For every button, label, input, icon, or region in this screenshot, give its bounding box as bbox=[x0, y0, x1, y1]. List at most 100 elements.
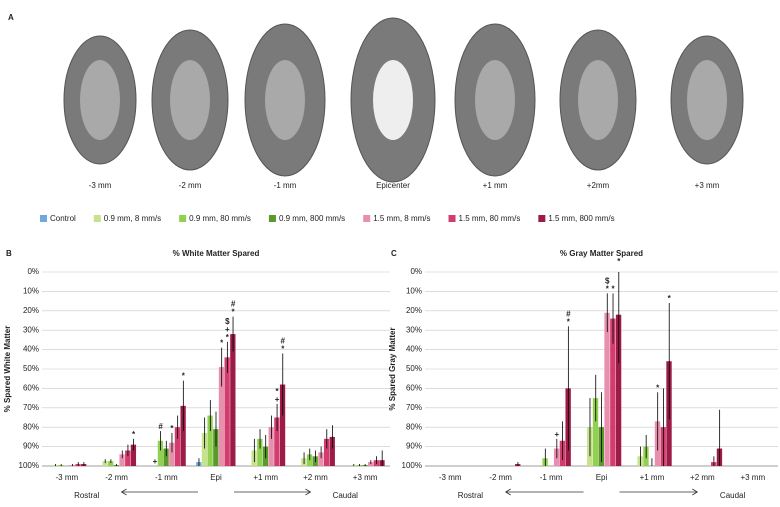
significance-char: * bbox=[611, 284, 615, 293]
y-tick-label: 0% bbox=[410, 267, 422, 276]
bar bbox=[174, 427, 181, 466]
significance-char: * bbox=[182, 372, 186, 381]
section-label: -3 mm bbox=[89, 181, 112, 190]
significance-char: + bbox=[225, 325, 230, 334]
x-tick-label: +1 mm bbox=[640, 473, 665, 482]
y-tick-label: 50% bbox=[406, 364, 422, 373]
x-tick-label: +3 mm bbox=[740, 473, 765, 482]
y-tick-label: 20% bbox=[406, 306, 422, 315]
legend-label: 1.5 mm, 800 mm/s bbox=[548, 214, 614, 223]
bar bbox=[207, 415, 213, 466]
legend-label: 0.9 mm, 80 mm/s bbox=[189, 214, 251, 223]
section-label: +2mm bbox=[587, 181, 610, 190]
x-tick-label: -1 mm bbox=[540, 473, 563, 482]
gray-matter bbox=[265, 60, 305, 140]
bar bbox=[615, 314, 622, 466]
significance-char: * bbox=[132, 430, 136, 439]
significance-marker: # bbox=[158, 422, 163, 431]
legend-swatch bbox=[93, 215, 101, 222]
legend-swatch bbox=[538, 215, 546, 222]
gray-matter bbox=[578, 60, 618, 140]
significance-marker: * bbox=[617, 257, 621, 266]
significance-char: # bbox=[281, 337, 286, 346]
bar bbox=[329, 436, 335, 466]
significance-marker: * bbox=[220, 339, 224, 348]
y-axis-title: % Spared Gray Matter bbox=[388, 327, 397, 410]
significance-char: * bbox=[617, 257, 621, 266]
significance-char: + bbox=[153, 457, 158, 466]
y-axis-title: % Spared White Matter bbox=[3, 326, 12, 413]
significance-char: * bbox=[220, 339, 224, 348]
y-tick-label: 80% bbox=[23, 422, 39, 431]
y-tick-label: 20% bbox=[23, 306, 39, 315]
x-tick-label: +2 mm bbox=[690, 473, 715, 482]
bar bbox=[610, 318, 616, 466]
y-tick-label: 70% bbox=[406, 403, 422, 412]
bar bbox=[213, 429, 219, 466]
significance-marker: * bbox=[656, 383, 660, 392]
y-tick-label: 100% bbox=[402, 461, 422, 470]
y-tick-label: 100% bbox=[19, 461, 39, 470]
legend-label: 0.9 mm, 8 mm/s bbox=[104, 214, 161, 223]
y-tick-label: 30% bbox=[406, 325, 422, 334]
significance-char: $ bbox=[225, 317, 230, 326]
bar bbox=[592, 398, 599, 466]
x-tick-label: -2 mm bbox=[105, 473, 128, 482]
significance-char: * bbox=[281, 345, 285, 354]
x-tick-label: -3 mm bbox=[56, 473, 79, 482]
bar bbox=[108, 461, 114, 466]
legend-label: 1.5 mm, 8 mm/s bbox=[373, 214, 430, 223]
y-tick-label: 50% bbox=[23, 364, 39, 373]
significance-char: * bbox=[606, 284, 610, 293]
bar bbox=[257, 438, 263, 466]
significance-char: # bbox=[566, 309, 571, 318]
significance-char: # bbox=[231, 300, 236, 309]
gray-matter bbox=[170, 60, 210, 140]
bar bbox=[318, 452, 324, 466]
significance-char: # bbox=[158, 422, 163, 431]
significance-char: * bbox=[567, 317, 571, 326]
legend-swatch bbox=[268, 215, 276, 222]
gray-matter bbox=[687, 60, 727, 140]
y-tick-label: 10% bbox=[23, 287, 39, 296]
y-tick-label: 90% bbox=[23, 442, 39, 451]
significance-marker: * + bbox=[275, 387, 280, 404]
legend-label: 0.9 mm, 800 mm/s bbox=[279, 214, 345, 223]
chart-title: % Gray Matter Spared bbox=[560, 249, 643, 258]
bar bbox=[119, 454, 125, 466]
direction-label: Caudal bbox=[720, 491, 746, 500]
significance-marker: + bbox=[153, 457, 158, 466]
direction-label: Rostral bbox=[458, 491, 484, 500]
x-tick-label: Epi bbox=[596, 473, 608, 482]
arrow-left bbox=[504, 488, 584, 496]
y-tick-label: 70% bbox=[23, 403, 39, 412]
legend-swatch bbox=[179, 215, 187, 222]
significance-marker: $ + * bbox=[225, 317, 230, 342]
section-label: -2 mm bbox=[179, 181, 202, 190]
y-tick-label: 60% bbox=[23, 384, 39, 393]
significance-marker: * bbox=[611, 284, 615, 293]
significance-marker: * bbox=[132, 430, 136, 439]
legend-swatch bbox=[448, 215, 456, 222]
bar bbox=[201, 433, 208, 466]
bar bbox=[604, 312, 610, 466]
plot bbox=[52, 316, 385, 466]
y-tick-label: 30% bbox=[23, 325, 39, 334]
bar bbox=[268, 427, 274, 466]
legend-label: 1.5 mm, 80 mm/s bbox=[459, 214, 521, 223]
bar bbox=[125, 450, 131, 466]
gray-matter bbox=[373, 60, 413, 140]
direction-label: Rostral bbox=[74, 491, 100, 500]
y-tick-label: 10% bbox=[406, 287, 422, 296]
significance-char: $ bbox=[605, 276, 610, 285]
bar bbox=[157, 440, 164, 466]
chart-title: % White Matter Spared bbox=[173, 249, 260, 258]
significance-char: + bbox=[275, 395, 280, 404]
section-label: Epicenter bbox=[376, 181, 410, 190]
bar bbox=[180, 405, 186, 466]
y-tick-label: 60% bbox=[406, 384, 422, 393]
x-tick-label: +2 mm bbox=[303, 473, 328, 482]
significance-marker: $ * bbox=[605, 276, 610, 293]
significance-char: * bbox=[276, 387, 280, 396]
